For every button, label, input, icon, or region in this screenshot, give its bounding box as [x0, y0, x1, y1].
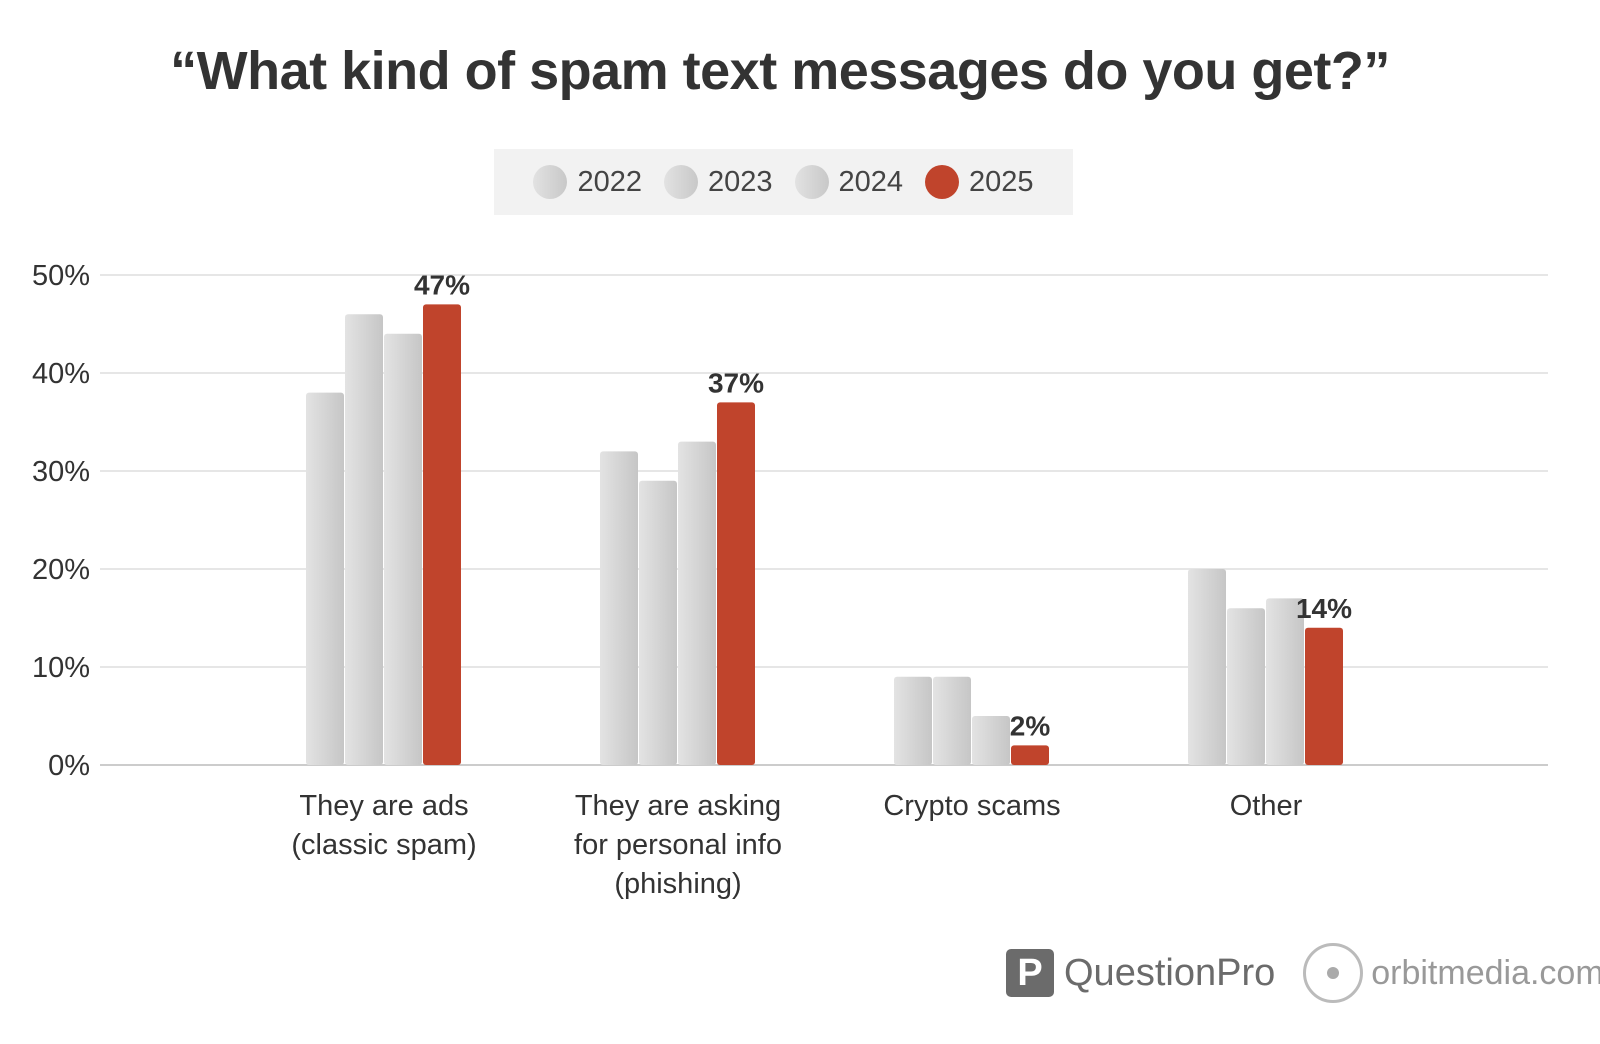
bar-2024: [678, 441, 716, 765]
bar-2023: [1227, 608, 1265, 765]
y-tick-label: 0%: [48, 750, 90, 782]
legend-item-2025: 2025: [925, 165, 1034, 199]
bar-2024: [384, 333, 422, 765]
bar-2022: [600, 451, 638, 765]
y-tick-label: 30%: [32, 456, 90, 488]
bar-2023: [345, 314, 383, 765]
x-category-label: They are asking for personal info (phish…: [574, 790, 782, 900]
x-category-label: Other: [1229, 790, 1303, 822]
chart-title: “What kind of spam text messages do you …: [170, 41, 1390, 101]
y-tick-label: 40%: [32, 358, 90, 390]
branding: P QuestionPro orbitmedia.com: [1006, 943, 1600, 1003]
data-label: 2%: [1010, 710, 1051, 741]
questionpro-logo: P QuestionPro: [1006, 949, 1275, 997]
legend-item-2023: 2023: [663, 165, 773, 199]
legend-item-2022: 2022: [533, 165, 642, 199]
legend-swatch: [533, 165, 568, 199]
data-label: 14%: [1296, 593, 1352, 624]
x-category-label: Crypto scams: [883, 790, 1061, 822]
legend-label: 2024: [838, 165, 904, 198]
data-label: 47%: [414, 269, 470, 300]
legend-label: 2022: [577, 165, 642, 198]
legend-label: 2023: [707, 165, 773, 198]
legend-swatch: [925, 165, 960, 199]
legend: 2022 2023 2024 2025: [494, 149, 1073, 215]
bar-2024: [1266, 598, 1304, 765]
bar-2025: [717, 402, 755, 765]
bar-2022: [306, 392, 344, 765]
bar-2025: [1011, 745, 1049, 765]
x-category-label: They are ads (classic spam): [291, 790, 477, 861]
y-tick-label: 20%: [32, 554, 90, 586]
orbitmedia-logo: orbitmedia.com: [1303, 943, 1600, 1003]
legend-item-2024: 2024: [794, 165, 904, 199]
bar-2025: [1305, 627, 1343, 765]
bar-2025: [423, 304, 461, 765]
legend-label: 2025: [969, 165, 1034, 198]
y-tick-label: 10%: [32, 652, 90, 684]
bar-2024: [972, 716, 1010, 765]
legend-swatch: [663, 165, 698, 199]
bar-2022: [1188, 569, 1226, 765]
legend-swatch: [794, 165, 829, 199]
bar-2022: [894, 676, 932, 765]
data-label: 37%: [708, 367, 764, 398]
bar-2023: [639, 480, 677, 765]
bar-2023: [933, 676, 971, 765]
y-tick-label: 50%: [32, 260, 90, 292]
